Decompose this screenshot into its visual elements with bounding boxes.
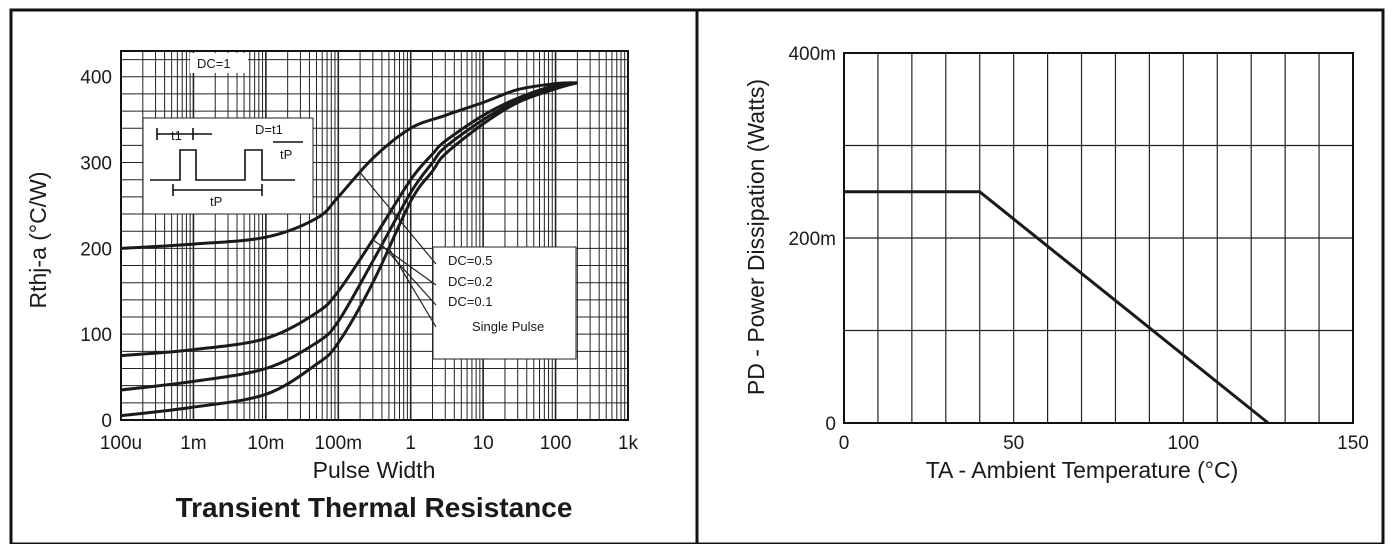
series-line-2 (120, 81, 578, 392)
left-y-tick-labels: 0 100 200 300 400 (80, 68, 112, 432)
right-y-tick-labels: 0 200m 400m (788, 44, 836, 435)
left-grid (120, 50, 629, 421)
power-derating-chart: 0 50 100 150 0 200m 400m TA - Ambient Tempera… (743, 44, 1369, 483)
left-x-tick: 1m (180, 433, 206, 454)
legend-leader-2 (381, 244, 437, 306)
legend-label-0: DC=0.5 (448, 253, 492, 268)
right-x-tick: 0 (839, 433, 850, 454)
left-y-tick: 300 (80, 154, 112, 175)
left-y-tick: 400 (80, 68, 112, 89)
right-x-tick: 150 (1337, 433, 1369, 454)
dc-legend-box (432, 246, 577, 360)
dc1-annotation: DC=1 (197, 56, 231, 71)
left-x-tick: 10 (473, 433, 494, 454)
left-x-tick: 100m (315, 433, 363, 454)
left-x-axis-label: Pulse Width (313, 457, 436, 483)
right-y-tick: 200m (788, 229, 836, 250)
left-x-tick: 100u (100, 433, 142, 454)
panel-right-frame (695, 8, 1385, 544)
left-y-tick: 100 (80, 325, 112, 346)
right-y-axis-label: PD - Power Dissipation (Watts) (743, 79, 769, 395)
right-x-tick-labels: 0 50 100 150 (839, 433, 1369, 454)
legend-leader-3 (388, 247, 437, 328)
legend-leader-0 (359, 172, 437, 265)
duty-formula-denominator: tP (280, 147, 292, 162)
left-y-axis-label: Rthj-a (°C/W) (25, 172, 51, 309)
right-x-tick: 100 (1167, 433, 1199, 454)
t1-label: t1 (171, 128, 182, 143)
right-plot-frame (843, 52, 1354, 424)
left-x-tick-labels: 100u 1m 10m 100m 1 10 100 1k (100, 433, 639, 454)
right-x-axis-label: TA - Ambient Temperature (°C) (926, 457, 1239, 483)
series-line-3 (120, 81, 578, 418)
pulse-diagram (150, 128, 303, 196)
left-x-tick: 100 (540, 433, 572, 454)
transient-thermal-chart: t1 tP D=t1 tP DC=1 DC=0.5 DC=0.2 DC=0.1 Sin… (25, 50, 639, 523)
right-y-tick: 0 (825, 414, 836, 435)
pulse-waveform (150, 149, 295, 181)
left-chart-title: Transient Thermal Resistance (176, 492, 573, 523)
t1-dimension (156, 128, 212, 140)
left-series-group (120, 81, 578, 418)
legend-label-2: DC=0.1 (448, 294, 492, 309)
tP-dimension (172, 184, 263, 196)
left-x-tick: 1k (618, 433, 639, 454)
duty-formula-numerator: D=t1 (255, 122, 283, 137)
right-grid (843, 52, 1354, 424)
legend-leader-lines (359, 172, 437, 328)
derating-line (844, 190, 1270, 425)
series-line-1 (120, 81, 578, 358)
legend-label-1: DC=0.2 (448, 274, 492, 289)
left-legend: DC=0.5 DC=0.2 DC=0.1 Single Pulse (448, 253, 544, 334)
right-x-tick: 50 (1003, 433, 1024, 454)
left-y-tick: 200 (80, 239, 112, 260)
series-line-0 (120, 81, 578, 250)
right-series-group (844, 190, 1270, 425)
legend-label-3: Single Pulse (472, 319, 544, 334)
left-x-tick: 10m (247, 433, 284, 454)
pulse-diagram-box (142, 117, 314, 215)
left-plot-frame (120, 50, 629, 421)
right-y-tick: 400m (788, 44, 836, 65)
dc1-label-box (190, 53, 248, 73)
tp-label: tP (210, 194, 222, 209)
left-y-tick: 0 (101, 411, 112, 432)
left-x-tick: 1 (405, 433, 416, 454)
